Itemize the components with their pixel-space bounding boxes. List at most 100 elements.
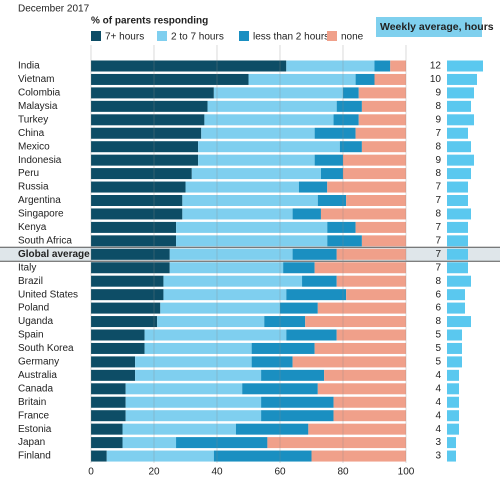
category-label: Finland — [18, 451, 51, 462]
legend-label: none — [341, 32, 364, 43]
bar-segment — [91, 450, 107, 462]
weekly-value-label: 7 — [435, 195, 441, 206]
bar-segment — [336, 100, 362, 112]
category-label: Malaysia — [18, 101, 58, 112]
weekly-bar — [447, 195, 468, 206]
bar-segment — [91, 127, 202, 139]
weekly-value-label: 7 — [435, 249, 441, 260]
bar-segment — [311, 450, 406, 462]
bar-segment — [327, 181, 406, 193]
category-label: Argentina — [18, 195, 61, 206]
category-label: Colombia — [18, 88, 61, 99]
bar-segment — [314, 262, 406, 274]
weekly-value-label: 4 — [435, 410, 441, 421]
bar-segment — [317, 383, 406, 395]
weekly-value-label: 7 — [435, 182, 441, 193]
weekly-bar — [447, 396, 459, 408]
bar-segment — [91, 342, 145, 354]
weekly-bar — [447, 302, 465, 314]
weekly-bar — [447, 356, 462, 368]
category-label: South Korea — [18, 343, 74, 354]
bar-segment — [286, 60, 375, 72]
bar-segment — [320, 168, 343, 180]
weekly-bar — [447, 262, 468, 274]
x-axis-label: % of parents responding — [91, 16, 208, 27]
weekly-value-label: 8 — [435, 168, 441, 179]
bar-segment — [308, 423, 406, 435]
x-tick-label: 0 — [88, 467, 94, 478]
bar-segment — [292, 248, 337, 260]
weekly-value-label: 8 — [435, 101, 441, 112]
bar-segment — [91, 141, 199, 153]
bar-segment — [298, 181, 328, 193]
bar-segment — [106, 450, 214, 462]
weekly-bar — [447, 127, 468, 139]
bar-segment — [286, 329, 337, 341]
bar-segment — [91, 221, 177, 233]
bar-segment — [91, 181, 186, 193]
bar-segment — [176, 437, 268, 449]
subtitle: December 2017 — [18, 4, 90, 15]
bar-segment — [157, 316, 265, 328]
category-label: Australia — [18, 370, 57, 381]
bar-segment — [91, 356, 136, 368]
weekly-value-label: 4 — [435, 397, 441, 408]
category-label: South Africa — [18, 235, 72, 246]
bar-segment — [91, 168, 192, 180]
weekly-bar — [447, 235, 468, 247]
bar-segment — [314, 342, 406, 354]
weekly-bar — [447, 383, 459, 395]
weekly-bar — [447, 221, 468, 233]
x-tick-label: 60 — [274, 467, 286, 478]
weekly-value-label: 7 — [435, 262, 441, 273]
category-label: Peru — [18, 168, 39, 179]
bar-segment — [346, 195, 406, 206]
weekly-bar — [447, 208, 471, 220]
bar-segment — [91, 410, 126, 422]
bar-segment — [317, 302, 406, 314]
category-label: Russia — [18, 182, 49, 193]
weekly-value-label: 3 — [435, 451, 441, 462]
bar-segment — [191, 168, 321, 180]
bar-segment — [198, 141, 340, 153]
x-tick-label: 100 — [398, 467, 415, 478]
category-label: Turkey — [18, 114, 48, 125]
category-label: United States — [18, 289, 78, 300]
weekly-value-label: 8 — [435, 209, 441, 220]
bar-segment — [91, 437, 123, 449]
bar-segment — [163, 275, 303, 287]
bar-segment — [320, 208, 406, 220]
legend-swatch — [327, 31, 337, 41]
bar-segment — [302, 275, 337, 287]
bar-segment — [280, 302, 318, 314]
bar-segment — [182, 208, 293, 220]
weekly-bar — [447, 168, 471, 180]
bar-segment — [358, 87, 406, 99]
legend-swatch — [91, 31, 101, 41]
category-label: Japan — [18, 437, 45, 448]
bar-segment — [361, 141, 406, 153]
bar-segment — [333, 396, 406, 408]
bar-segment — [91, 154, 199, 166]
weekly-bar — [447, 100, 471, 112]
bar-segment — [336, 275, 406, 287]
weekly-bar — [447, 410, 459, 422]
bar-segment — [91, 383, 126, 395]
bar-segment — [91, 195, 183, 206]
weekly-header-box — [376, 17, 482, 37]
weekly-value-label: 10 — [430, 74, 442, 85]
bar-segment — [91, 114, 205, 126]
category-label: China — [18, 128, 45, 139]
bar-segment — [91, 248, 170, 260]
weekly-bar — [447, 316, 471, 328]
category-label: Global average — [18, 249, 90, 260]
weekly-bar — [447, 289, 465, 301]
bar-segment — [361, 100, 406, 112]
weekly-value-label: 5 — [435, 343, 441, 354]
bar-segment — [336, 329, 406, 341]
bar-segment — [182, 195, 318, 206]
bar-segment — [327, 235, 362, 247]
category-label: Kenya — [18, 222, 47, 233]
weekly-value-label: 4 — [435, 383, 441, 394]
